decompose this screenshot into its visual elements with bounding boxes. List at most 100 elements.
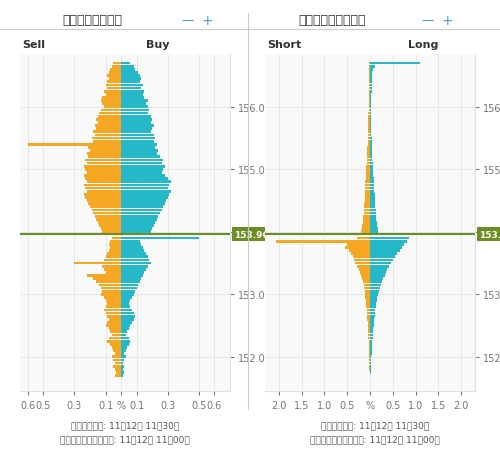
- Bar: [121, 212, 160, 215]
- Bar: [121, 187, 168, 190]
- Bar: [370, 75, 372, 78]
- Bar: [121, 312, 134, 315]
- Text: Long: Long: [408, 40, 438, 50]
- Bar: [102, 103, 121, 106]
- Bar: [370, 318, 374, 321]
- Bar: [364, 284, 370, 287]
- Text: スナップショット時間: 11月12日 11時00分: スナップショット時間: 11月12日 11時00分: [310, 435, 440, 444]
- Bar: [370, 94, 372, 96]
- Bar: [84, 175, 121, 177]
- Bar: [107, 75, 121, 78]
- Bar: [107, 340, 121, 343]
- Bar: [121, 318, 134, 321]
- Bar: [121, 69, 135, 71]
- Bar: [366, 175, 370, 177]
- Bar: [74, 262, 121, 265]
- Bar: [370, 72, 372, 75]
- Bar: [121, 353, 124, 355]
- Bar: [121, 287, 136, 290]
- Bar: [368, 153, 370, 156]
- Bar: [104, 91, 121, 93]
- Bar: [121, 275, 143, 277]
- Bar: [368, 97, 370, 100]
- Bar: [370, 268, 388, 271]
- Bar: [370, 200, 375, 202]
- Bar: [368, 94, 370, 96]
- Bar: [114, 63, 121, 66]
- Bar: [101, 293, 121, 296]
- Bar: [370, 262, 390, 265]
- Bar: [121, 328, 129, 330]
- Bar: [107, 303, 121, 305]
- Bar: [112, 334, 121, 337]
- Bar: [87, 162, 121, 165]
- Bar: [98, 122, 121, 125]
- Bar: [121, 75, 140, 78]
- Bar: [121, 359, 124, 361]
- Bar: [121, 78, 142, 81]
- Bar: [369, 365, 370, 368]
- Bar: [362, 228, 370, 231]
- Bar: [101, 100, 121, 103]
- Bar: [370, 356, 372, 359]
- Bar: [121, 268, 146, 271]
- Bar: [369, 359, 370, 361]
- Bar: [121, 374, 122, 377]
- Bar: [121, 209, 162, 212]
- Bar: [121, 200, 166, 202]
- Bar: [362, 225, 370, 228]
- Bar: [370, 203, 375, 206]
- Bar: [370, 166, 372, 168]
- Bar: [368, 109, 370, 112]
- Bar: [370, 349, 372, 352]
- Bar: [370, 85, 372, 87]
- Bar: [121, 253, 146, 255]
- Bar: [370, 137, 372, 140]
- Bar: [121, 309, 132, 312]
- Bar: [121, 106, 148, 109]
- Bar: [106, 306, 121, 308]
- Bar: [369, 85, 370, 87]
- Bar: [370, 259, 393, 262]
- Bar: [102, 97, 121, 100]
- Bar: [368, 328, 370, 330]
- Bar: [121, 128, 152, 131]
- Bar: [369, 63, 370, 66]
- Bar: [367, 156, 370, 159]
- Bar: [362, 278, 370, 280]
- Bar: [370, 175, 373, 177]
- Bar: [370, 303, 376, 305]
- Bar: [121, 169, 163, 171]
- Bar: [366, 187, 370, 190]
- Bar: [352, 256, 370, 258]
- Bar: [121, 178, 168, 181]
- Bar: [370, 321, 374, 324]
- Bar: [96, 128, 121, 131]
- Bar: [370, 109, 372, 112]
- Bar: [121, 290, 135, 293]
- Text: 最新更新時間: 11月12日 11時30分: 最新更新時間: 11月12日 11時30分: [71, 421, 179, 430]
- Bar: [370, 371, 371, 374]
- Bar: [121, 150, 158, 152]
- Bar: [121, 109, 149, 112]
- Bar: [121, 356, 126, 359]
- Bar: [106, 272, 121, 274]
- Bar: [110, 331, 121, 334]
- Bar: [276, 240, 370, 243]
- Text: 153.961: 153.961: [234, 230, 275, 239]
- Bar: [87, 200, 121, 202]
- Bar: [121, 193, 170, 196]
- Bar: [100, 225, 121, 228]
- Bar: [108, 243, 121, 246]
- Bar: [366, 169, 370, 171]
- Bar: [370, 162, 372, 165]
- Bar: [121, 278, 142, 280]
- Bar: [107, 87, 121, 90]
- Bar: [93, 212, 121, 215]
- Bar: [108, 318, 121, 321]
- Bar: [368, 122, 370, 125]
- Bar: [121, 365, 124, 368]
- Bar: [370, 97, 372, 100]
- Bar: [370, 334, 372, 337]
- Bar: [370, 131, 372, 134]
